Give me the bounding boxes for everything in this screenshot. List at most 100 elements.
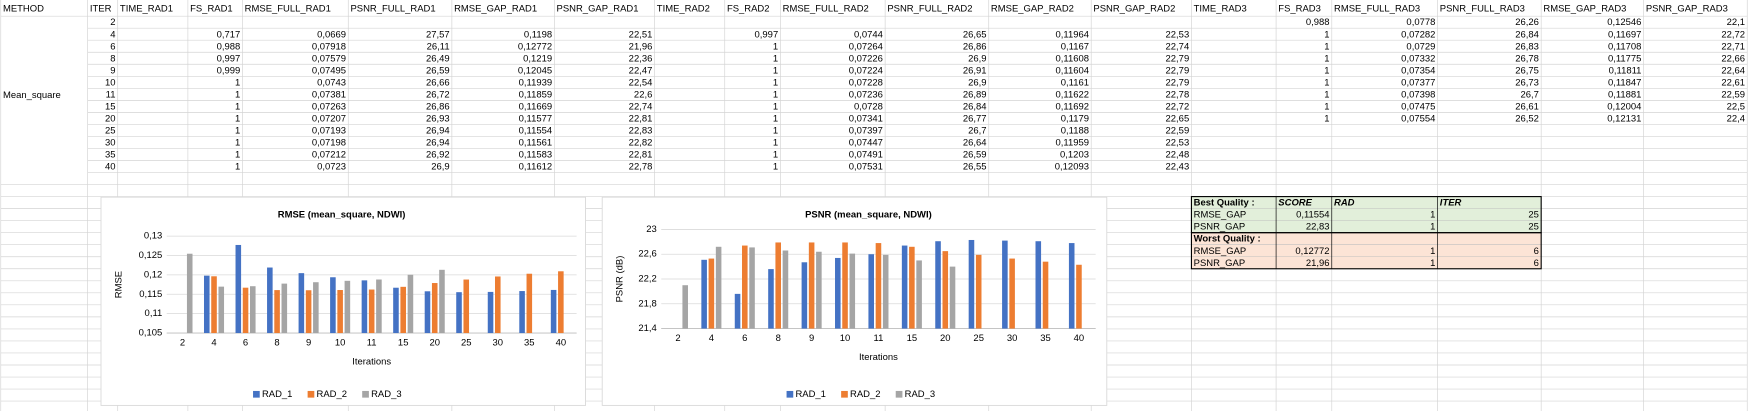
cell: 1 [235,125,240,136]
column-header: FS_RAD2 [727,3,770,14]
bar [782,250,789,329]
cell: 22,79 [1166,53,1190,64]
bar [281,283,288,334]
x-tick-label: 25 [461,338,472,349]
cell: 22,78 [629,162,653,173]
legend-label: RAD_3 [371,389,401,400]
cell: 22,83 [629,125,653,136]
cell: 1 [773,113,778,124]
legend-label: RAD_1 [795,389,825,400]
cell: 1 [235,101,240,112]
cell: 0,07282 [1401,29,1435,40]
cell: 1 [773,138,778,149]
cell: 0,07224 [849,65,883,76]
column-header: RMSE_FULL_RAD3 [1334,3,1420,14]
cell: 26,65 [963,29,987,40]
cell: 30 [105,138,116,149]
bar [1009,258,1015,329]
cell: 1 [235,77,240,88]
column-header: FS_RAD3 [1278,3,1321,14]
cell: 22,36 [629,53,653,64]
cell: 26,7 [1521,89,1539,100]
cell: 0,11612 [519,162,552,173]
cell: 22,81 [629,113,653,124]
cell: 22,74 [1166,41,1190,52]
cell: 22,72 [1166,101,1190,112]
x-tick-label: 4 [211,338,216,349]
cell: 0,1179 [1061,113,1089,124]
bar [835,257,841,329]
cell: 0,997 [755,29,779,40]
bar [463,279,470,334]
legend-swatch [362,390,369,398]
bar [682,285,688,329]
cell: 26,7 [968,125,986,136]
legend-swatch [786,390,794,398]
x-axis-title: Iterations [352,356,391,367]
bar [1002,240,1008,329]
x-tick-label: 11 [367,338,377,349]
cell: 1 [773,162,778,173]
cell: 22,79 [1166,77,1190,88]
legend-swatch [895,390,903,398]
cell: 0,07918 [312,41,346,52]
cell: 1 [1324,113,1329,124]
cell: 0,07198 [312,138,346,149]
bar [808,242,815,329]
y-tick-label: 0,12 [144,269,162,280]
cell: 1 [235,150,240,161]
cell: 0,07207 [312,113,346,124]
cell: 26,11 [427,41,450,52]
cell: 26,86 [963,41,987,52]
summary-cell: RMSE_GAP [1194,246,1247,257]
cell: 1 [235,138,240,149]
summary-worst-bg [1191,232,1542,269]
cell: 22,6 [634,89,652,100]
cell: 0,12093 [1055,162,1089,173]
x-tick-label: 8 [776,333,781,344]
bar [456,292,462,334]
cell: 0,07397 [849,125,883,136]
summary-cell: PSNR_GAP [1194,258,1246,269]
cell: 0,717 [217,29,241,40]
cell: 0,11775 [1608,53,1641,64]
legend-label: RAD_1 [262,389,292,400]
cell: 0,07212 [312,150,346,161]
summary-best-bg [1191,196,1542,233]
cell: 22,71 [1721,41,1745,52]
cell: 0,11604 [1055,65,1088,76]
summary-cell: 22,83 [1306,222,1330,233]
cell: 1 [1324,29,1329,40]
cell: 1 [1324,89,1329,100]
chart-title: RMSE (mean_square, NDWI) [278,209,406,220]
cell: 40 [105,162,116,173]
cell: 0,07531 [849,162,883,173]
legend-swatch [841,390,848,398]
cell: 26,9 [968,77,986,88]
cell: 26,84 [963,101,987,112]
cell: 26,9 [968,53,986,64]
cell: 1 [1324,101,1329,112]
cell: 0,0728 [854,101,883,112]
cell: 0,07398 [1401,89,1435,100]
bar [868,254,874,329]
column-header: PSNR_GAP_RAD3 [1646,3,1728,14]
cell: 1 [1324,41,1329,52]
cell: 0,11959 [1055,138,1088,149]
cell: 26,75 [1515,65,1539,76]
cell: 0,0669 [317,29,346,40]
column-header: METHOD [3,3,44,14]
cell: 0,0729 [1406,41,1435,52]
cell: 0,1167 [1061,41,1089,52]
cell: 0,07475 [1401,101,1435,112]
cell: 2 [110,17,115,28]
cell: 26,55 [963,162,987,173]
cell: 0,11881 [1608,89,1641,100]
cell: 22,53 [1166,138,1190,149]
x-tick-label: 9 [809,333,814,344]
bar [550,289,557,334]
bar [775,242,781,329]
legend-label: RAD_2 [850,389,880,400]
cell: 0,11622 [1055,89,1088,100]
x-tick-label: 20 [940,333,951,344]
